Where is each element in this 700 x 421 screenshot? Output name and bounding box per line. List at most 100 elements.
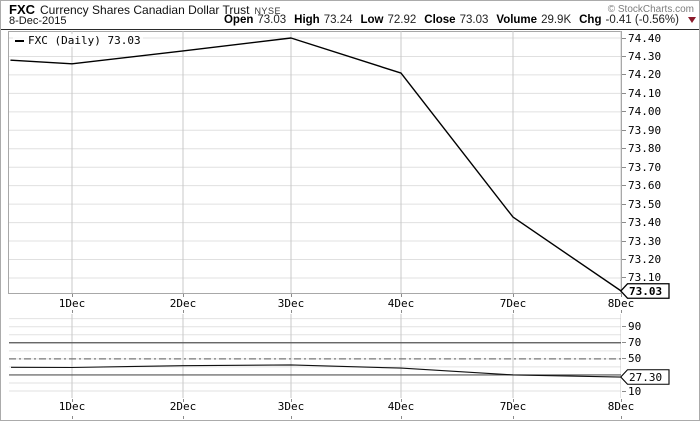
- quote-value: 72.92: [387, 14, 417, 26]
- indicator-axis-tick: [622, 358, 626, 360]
- price-axis-label: 73.10: [628, 271, 662, 285]
- indicator-x-axis-label: 8Dec: [607, 400, 635, 413]
- price-axis-label: 73.70: [628, 160, 662, 174]
- price-axis-label: 73.60: [628, 179, 662, 193]
- price-x-axis-label: 7Dec: [499, 297, 527, 310]
- indicator-x-axis-label: 3Dec: [277, 400, 305, 413]
- date-tick: [72, 294, 73, 297]
- price-axis-tick: [622, 166, 626, 168]
- date-tick: [291, 399, 292, 402]
- indicator-axis-tick: [622, 390, 626, 392]
- date-tick: [183, 310, 184, 313]
- legend-text: FXC (Daily) 73.03: [28, 34, 141, 47]
- price-axis-label: 74.40: [628, 31, 662, 45]
- date-tick: [183, 416, 184, 419]
- date-tick: [72, 416, 73, 419]
- date-tick: [621, 416, 622, 419]
- indicator-x-axis-label: 1Dec: [58, 400, 86, 413]
- indicator-plot: [9, 314, 621, 398]
- price-axis-tick: [622, 111, 626, 113]
- price-axis-label: 73.80: [628, 142, 662, 156]
- quote-label: Close: [424, 14, 456, 26]
- indicator-axis-label: 10: [628, 384, 642, 398]
- exchange-label: NYSE: [254, 6, 281, 16]
- price-axis-label: 74.20: [628, 68, 662, 82]
- date-tick: [72, 310, 73, 313]
- date-tick: [401, 416, 402, 419]
- indicator-axis-tick: [622, 342, 626, 344]
- quote-value: 73.24: [323, 14, 353, 26]
- title-row: FXC Currency Shares Canadian Dollar Trus…: [9, 2, 281, 17]
- price-chart-plot: [9, 31, 621, 293]
- price-axis-tick: [622, 240, 626, 242]
- price-x-axis-label: 2Dec: [169, 297, 197, 310]
- indicator-axis-label: 50: [628, 352, 642, 366]
- price-axis-tick: [622, 259, 626, 261]
- indicator-x-axis-label: 2Dec: [169, 400, 197, 413]
- price-axis-label: 74.00: [628, 105, 662, 119]
- price-x-axis-label: 3Dec: [277, 297, 305, 310]
- price-legend: FXC (Daily) 73.03: [13, 34, 143, 47]
- date-tick: [513, 399, 514, 402]
- price-axis-label: 73.20: [628, 253, 662, 267]
- date-tick: [72, 399, 73, 402]
- date-tick: [401, 399, 402, 402]
- quote-label: High: [294, 14, 320, 26]
- price-x-axis-label: 4Dec: [387, 297, 415, 310]
- ticker-symbol: FXC: [9, 2, 35, 17]
- date-tick: [513, 310, 514, 313]
- price-axis-tick: [622, 129, 626, 131]
- quote-date: 8-Dec-2015: [9, 15, 67, 27]
- price-axis-label: 74.30: [628, 49, 662, 63]
- price-axis-tick: [622, 148, 626, 150]
- date-tick: [291, 294, 292, 297]
- price-axis-tick: [622, 37, 626, 39]
- indicator-axis-label: 70: [628, 336, 642, 350]
- indicator-axis-label: 90: [628, 320, 642, 334]
- indicator-x-axis-label: 7Dec: [499, 400, 527, 413]
- price-axis-label: 73.30: [628, 234, 662, 248]
- date-tick: [621, 310, 622, 313]
- quote-item: Low 72.92: [360, 14, 416, 26]
- quote-item: Close 73.03: [424, 14, 488, 26]
- indicator-tag-shape: [620, 369, 670, 385]
- price-axis-tick: [622, 222, 626, 224]
- price-axis-label: 74.10: [628, 86, 662, 100]
- ohlc-quote-strip: Open 73.03 High 73.24 Low 72.92 Close 73.03 Volu…: [224, 14, 696, 26]
- quote-value: 29.9K: [541, 14, 572, 26]
- quote-label: Chg: [579, 14, 602, 26]
- date-tick: [513, 416, 514, 419]
- price-x-axis-label: 1Dec: [58, 297, 86, 310]
- price-tag-shape: [620, 283, 670, 299]
- price-axis-label: 73.90: [628, 123, 662, 137]
- quote-label: Low: [360, 14, 384, 26]
- date-tick: [183, 294, 184, 297]
- price-panel-frame: [8, 31, 622, 294]
- price-axis-tick: [622, 203, 626, 205]
- fund-name: Currency Shares Canadian Dollar Trust: [40, 3, 250, 17]
- last-price-tag: 73.03: [620, 283, 670, 299]
- quote-item: Volume 29.9K: [496, 14, 571, 26]
- quote-value: 73.03: [459, 14, 489, 26]
- legend-line-swatch: [15, 39, 24, 42]
- change-down-triangle-icon: [688, 17, 696, 23]
- date-tick: [513, 294, 514, 297]
- quote-item: Open 73.03: [224, 14, 286, 26]
- last-price-value: 73.03: [629, 285, 662, 298]
- price-axis-tick: [622, 185, 626, 187]
- quote-label: Volume: [496, 14, 538, 26]
- chart-header: FXC Currency Shares Canadian Dollar Trus…: [1, 1, 699, 30]
- date-tick: [401, 310, 402, 313]
- date-tick: [291, 416, 292, 419]
- quote-label: Open: [223, 14, 254, 26]
- price-axis-tick: [622, 74, 626, 76]
- price-axis-label: 73.50: [628, 197, 662, 211]
- date-tick: [401, 294, 402, 297]
- copyright-text: © StockCharts.com: [607, 4, 694, 15]
- price-axis-tick: [622, 277, 626, 279]
- date-tick: [621, 294, 622, 297]
- date-tick: [183, 399, 184, 402]
- indicator-last-value: 27.30: [629, 371, 662, 384]
- price-x-axis-label: 8Dec: [607, 297, 635, 310]
